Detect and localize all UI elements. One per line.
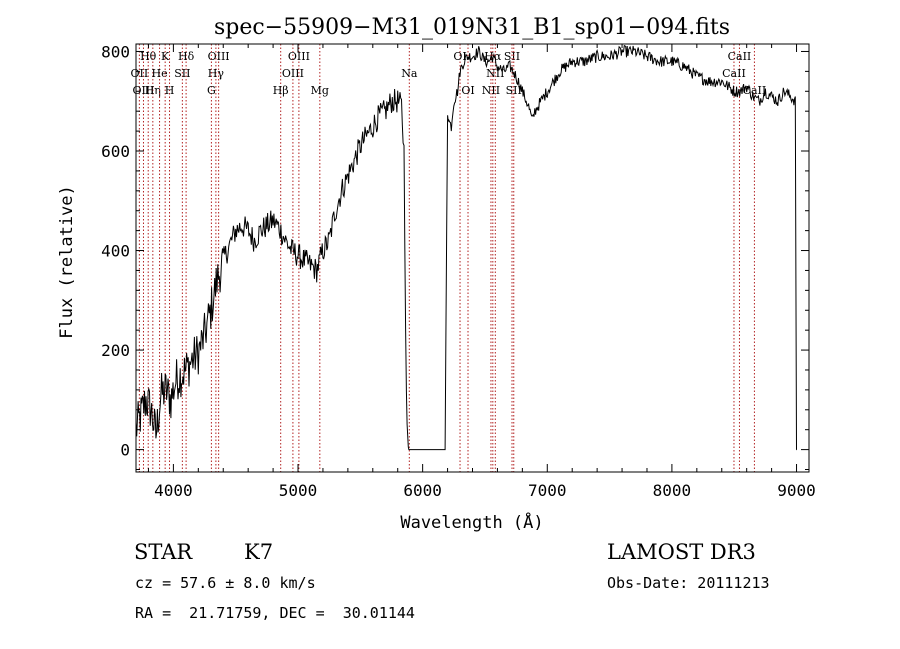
chart-title: spec−55909−M31_019N31_B1_sp01−094.fits [214, 15, 730, 40]
line-marker-label-4: He [152, 67, 168, 80]
line-marker-label-21: NII [486, 67, 504, 80]
plot-frame [135, 43, 810, 473]
y-tick-label-2: 400 [101, 242, 130, 261]
line-marker-label-13: OIII [282, 67, 304, 80]
line-marker-label-3: Hη [145, 84, 161, 97]
line-marker-label-14: OIII [288, 50, 310, 63]
obs-date-text: Obs-Date: 20111213 [607, 574, 770, 592]
class-label: STAR [134, 540, 193, 564]
x-tick-label-3: 7000 [528, 481, 567, 500]
redshift-text: cz = 57.6 ± 8.0 km/s [135, 574, 316, 592]
coordinates-text: RA = 21.71759, DEC = 30.01144 [135, 604, 415, 622]
y-tick-label-4: 800 [101, 42, 130, 61]
y-tick-label-1: 200 [101, 341, 130, 360]
series-line-0 [135, 44, 797, 451]
x-tick-label-4: 8000 [653, 481, 692, 500]
series-layer [135, 44, 797, 451]
line-marker-label-7: H [165, 84, 175, 97]
line-marker-label-22: SII [504, 50, 520, 63]
x-tick-label-2: 6000 [403, 481, 442, 500]
line-marker-label-0: Hθ [140, 50, 157, 63]
line-marker-label-1: OII [131, 67, 149, 80]
line-marker-label-24: CaII [728, 50, 752, 63]
x-tick-label-1: 5000 [279, 481, 318, 500]
y-tick-label-3: 600 [101, 142, 130, 161]
x-tick-label-5: 9000 [777, 481, 816, 500]
subclass-label: K7 [244, 540, 274, 564]
line-marker-label-15: Mg [311, 84, 329, 97]
survey-label: LAMOST DR3 [607, 540, 756, 564]
line-marker-label-17: OI [453, 50, 466, 63]
line-marker-label-25: CaII [722, 67, 746, 80]
y-tick-label-0: 0 [120, 441, 130, 460]
line-marker-label-9: OIII [208, 50, 230, 63]
line-marker-label-12: Hβ [273, 84, 289, 97]
line-marker-label-18: OI [461, 84, 474, 97]
x-tick-label-0: 4000 [154, 481, 193, 500]
line-marker-label-16: Na [401, 67, 418, 80]
line-marker-label-6: SII [174, 67, 190, 80]
axes: 4000 5000 6000 7000 8000 9000 0 200 400 600 800 [101, 42, 816, 500]
line-marker-label-11: G [207, 84, 216, 97]
line-marker-label-2: OIII [132, 84, 154, 97]
line-marker-label-8: Hδ [178, 50, 195, 63]
line-marker-label-23: SII [506, 84, 522, 97]
line-marker-label-20: NII [482, 84, 500, 97]
y-axis-label: Flux (relative) [57, 185, 77, 339]
x-axis-label: Wavelength (Å) [400, 511, 543, 533]
line-marker-label-10: Hγ [208, 67, 225, 80]
line-marker-label-5: K [161, 50, 170, 63]
